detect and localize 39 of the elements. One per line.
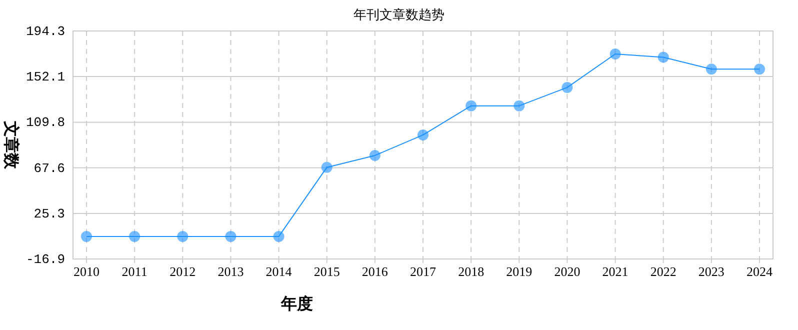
point (610, 48, 621, 60)
x-tick-label: 2020 (554, 264, 580, 279)
point (706, 64, 717, 75)
y-tick-label: 25.3 (34, 206, 65, 222)
y-tick-label: 67.6 (34, 160, 65, 176)
x-tick-label: 2014 (266, 264, 292, 279)
x-tick-label: 2012 (170, 264, 196, 279)
chart-title: 年刊文章数趋势 (354, 7, 444, 22)
point (225, 230, 236, 242)
x-axis-title: 年度 (280, 294, 313, 313)
y-tick-label: 109.8 (26, 115, 65, 130)
point (273, 230, 284, 242)
x-tick-label: 2015 (314, 264, 340, 279)
y-tick-label: 152.1 (26, 70, 66, 85)
x-tick-label: 2011 (122, 264, 148, 279)
point (321, 162, 332, 173)
x-tick-label: 2010 (74, 264, 100, 279)
point (129, 230, 140, 242)
point (177, 230, 188, 242)
x-tick-label: 2021 (602, 264, 628, 279)
point (658, 52, 669, 63)
x-tick-label: 2022 (650, 264, 676, 279)
x-tick-label: 2016 (362, 264, 388, 279)
point (466, 100, 477, 112)
point (514, 100, 525, 112)
y-axis-title: 文章数 (2, 120, 20, 170)
x-tick-label: 2013 (218, 264, 244, 279)
y-tick-label: -16.9 (26, 252, 65, 267)
point (418, 129, 428, 140)
point (562, 82, 573, 93)
x-tick-label: 2023 (698, 264, 724, 279)
point (369, 150, 380, 161)
x-tick-label: 2018 (458, 264, 484, 279)
y-tick-label: 194.3 (26, 24, 65, 39)
x-tick-label: 2017 (410, 264, 436, 279)
x-tick-label: 2019 (506, 264, 532, 279)
point (81, 230, 92, 242)
x-tick-label: 2024 (746, 264, 773, 279)
point (754, 64, 765, 75)
